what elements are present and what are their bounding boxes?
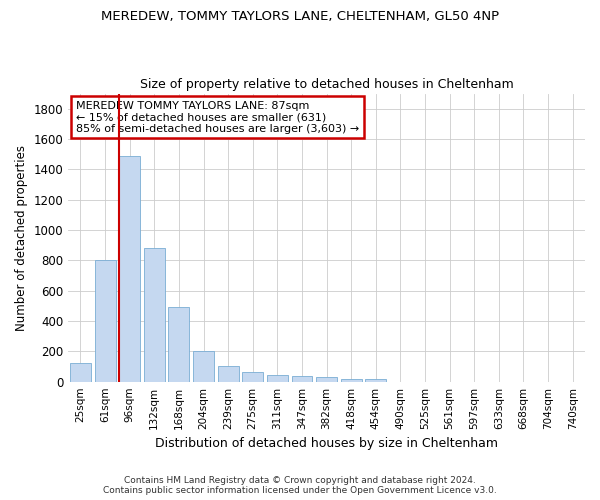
Text: MEREDEW TOMMY TAYLORS LANE: 87sqm
← 15% of detached houses are smaller (631)
85%: MEREDEW TOMMY TAYLORS LANE: 87sqm ← 15% … <box>76 101 359 134</box>
Bar <box>316 377 337 382</box>
Bar <box>218 366 239 382</box>
Title: Size of property relative to detached houses in Cheltenham: Size of property relative to detached ho… <box>140 78 514 91</box>
Bar <box>341 378 362 382</box>
Bar <box>70 362 91 382</box>
Bar <box>169 308 190 382</box>
Bar <box>119 156 140 382</box>
Text: MEREDEW, TOMMY TAYLORS LANE, CHELTENHAM, GL50 4NP: MEREDEW, TOMMY TAYLORS LANE, CHELTENHAM,… <box>101 10 499 23</box>
X-axis label: Distribution of detached houses by size in Cheltenham: Distribution of detached houses by size … <box>155 437 498 450</box>
Bar <box>144 248 165 382</box>
Bar <box>193 350 214 382</box>
Bar <box>242 372 263 382</box>
Text: Contains HM Land Registry data © Crown copyright and database right 2024.
Contai: Contains HM Land Registry data © Crown c… <box>103 476 497 495</box>
Y-axis label: Number of detached properties: Number of detached properties <box>15 144 28 330</box>
Bar <box>267 375 288 382</box>
Bar <box>292 376 313 382</box>
Bar <box>365 380 386 382</box>
Bar <box>95 260 116 382</box>
